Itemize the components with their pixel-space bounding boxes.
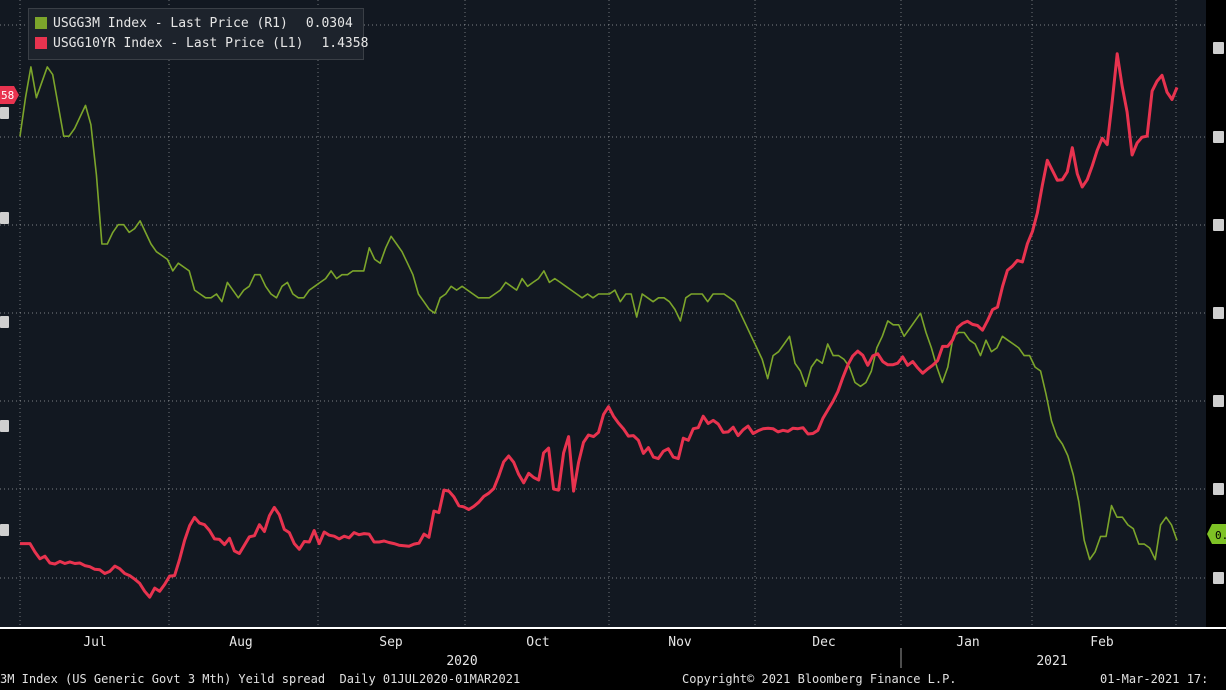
x-tick-label: Jan: [956, 635, 979, 650]
footer-timestamp: 01-Mar-2021 17:: [1100, 672, 1209, 686]
year-label: 2021: [1036, 654, 1067, 669]
left-tick-mark: [0, 524, 9, 536]
right-badge-label: 0.: [1215, 529, 1226, 542]
series-line-usgg3m: [19, 66, 1178, 561]
grid-lines: [0, 0, 1206, 628]
series-line-usgg10yr: [20, 52, 1179, 599]
right-tick-mark: [1213, 395, 1224, 407]
left-tick-mark: [0, 316, 9, 328]
right-tick-mark: [1213, 219, 1224, 231]
legend-value-3m: 0.0304: [305, 15, 353, 31]
plot-area: [0, 0, 1206, 628]
x-tick-label: Aug: [229, 635, 252, 650]
legend-label-10yr: USGG10YR Index - Last Price (L1): [53, 35, 304, 51]
right-tick-mark: [1213, 572, 1224, 584]
right-tick-mark: [1213, 42, 1224, 54]
legend-value-10yr: 1.4358: [321, 35, 369, 51]
series-group: [19, 52, 1179, 599]
right-current-badge: [1207, 524, 1226, 544]
left-axis-ticks: [0, 107, 9, 536]
legend-label-3m: USGG3M Index - Last Price (R1): [53, 15, 288, 31]
right-tick-mark: [1213, 483, 1224, 495]
x-tick-label: Feb: [1090, 635, 1114, 650]
right-axis-ticks: [1213, 42, 1224, 584]
left-tick-mark: [0, 107, 9, 119]
x-axis-labels: Jul Aug Sep Oct Nov Dec Jan Feb 2020 2021: [83, 635, 1114, 669]
year-label: 2020: [446, 654, 477, 669]
x-tick-label: Nov: [668, 635, 692, 650]
legend-swatch-red: [35, 37, 47, 49]
x-tick-label: Jul: [83, 635, 106, 650]
x-tick-label: Dec: [812, 635, 835, 650]
left-tick-mark: [0, 420, 9, 432]
footer-copyright: Copyright© 2021 Bloomberg Finance L.P.: [682, 672, 957, 686]
axis-badges: 58 0.: [0, 86, 1226, 544]
x-tick-label: Sep: [379, 635, 403, 650]
legend-swatch-green: [35, 17, 47, 29]
footer-description: 3M Index (US Generic Govt 3 Mth) Yeild s…: [0, 672, 521, 686]
legend: USGG3M Index - Last Price (R1) 0.0304 US…: [28, 8, 368, 60]
left-current-badge: [0, 86, 19, 104]
left-badge-label: 58: [1, 89, 14, 102]
legend-entry-10yr: USGG10YR Index - Last Price (L1) 1.4358: [35, 33, 368, 53]
right-tick-mark: [1213, 131, 1224, 143]
left-tick-mark: [0, 212, 9, 224]
legend-entry-3m: USGG3M Index - Last Price (R1) 0.0304: [35, 13, 353, 33]
right-tick-mark: [1213, 307, 1224, 319]
x-tick-label: Oct: [526, 635, 549, 650]
